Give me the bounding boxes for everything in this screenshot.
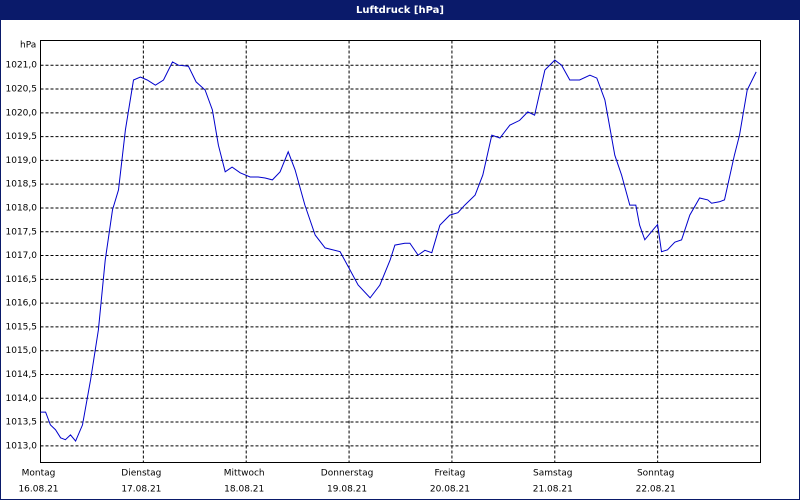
x-tick-date: 16.08.21 bbox=[18, 485, 58, 495]
x-tick-date: 22.08.21 bbox=[636, 485, 676, 495]
plot-area bbox=[40, 40, 761, 463]
y-tick-label: 1016,0 bbox=[6, 299, 38, 309]
y-tick-label: 1019,0 bbox=[6, 156, 38, 166]
x-tick-date: 21.08.21 bbox=[533, 485, 573, 495]
x-tick-label: Mittwoch bbox=[224, 469, 265, 479]
x-tick-label: Donnerstag bbox=[321, 469, 374, 479]
y-tick-label: 1014,0 bbox=[6, 394, 38, 404]
y-tick-label: 1021,0 bbox=[6, 61, 38, 71]
y-tick-label: 1013,0 bbox=[6, 441, 38, 451]
x-tick-date: 20.08.21 bbox=[430, 485, 470, 495]
line bbox=[40, 59, 757, 443]
y-tick-label: 1015,5 bbox=[6, 322, 38, 332]
y-tick-label: 1015,0 bbox=[6, 346, 38, 356]
y-tick-label: 1018,5 bbox=[6, 180, 38, 190]
chart-title: Luftdruck [hPa] bbox=[356, 5, 444, 16]
x-tick-date: 18.08.21 bbox=[224, 485, 264, 495]
x-tick-label: Montag bbox=[22, 469, 56, 479]
y-tick-label: 1016,5 bbox=[6, 275, 38, 285]
y-tick-label: 1013,5 bbox=[6, 418, 38, 428]
y-tick-label: 1018,0 bbox=[6, 203, 38, 213]
y-tick-label: 1014,5 bbox=[6, 370, 38, 380]
y-tick-label: 1017,0 bbox=[6, 251, 38, 261]
title-bar bbox=[0, 0, 800, 20]
x-tick-date: 19.08.21 bbox=[327, 485, 367, 495]
x-tick-label: Freitag bbox=[435, 469, 466, 479]
x-tick-date: 17.08.21 bbox=[121, 485, 161, 495]
y-axis-label: hPa bbox=[20, 41, 36, 51]
x-tick-label: Dienstag bbox=[121, 469, 161, 479]
y-tick-label: 1020,5 bbox=[6, 85, 38, 95]
y-tick-label: 1019,5 bbox=[6, 132, 38, 142]
y-tick-label: 1020,0 bbox=[6, 108, 38, 118]
x-tick-label: Samstag bbox=[533, 469, 572, 479]
y-tick-label: 1017,5 bbox=[6, 227, 38, 237]
x-tick-label: Sonntag bbox=[637, 469, 674, 479]
